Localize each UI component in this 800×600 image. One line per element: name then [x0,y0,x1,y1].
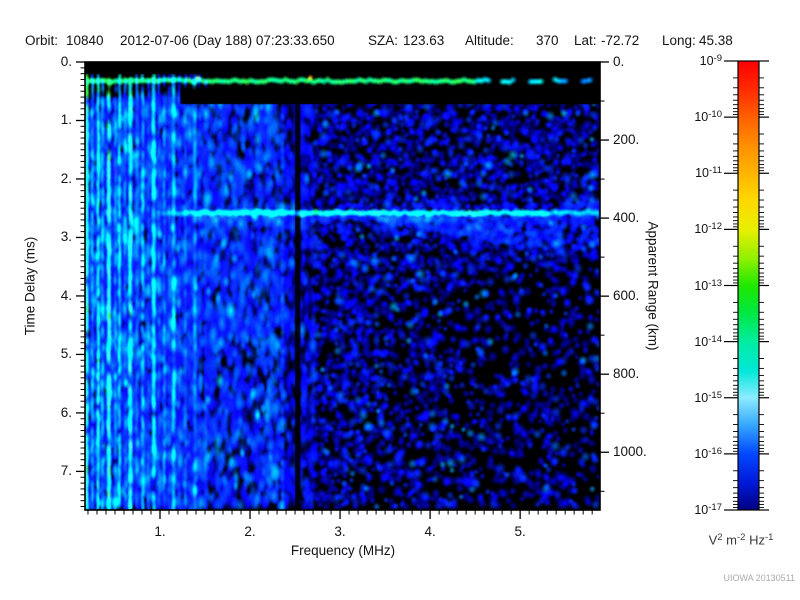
colorbar-tick-label: 10-16 [694,445,722,462]
y-left-tick-label: 3. [60,229,72,245]
y-left-tick-label: 5. [60,346,72,362]
y-right-tick-label: 1000. [613,444,647,460]
orbit-value: 10840 [66,33,104,48]
x-tick-label: 3. [334,524,346,539]
x-axis-title: Frequency (MHz) [290,543,396,558]
datetime-value: 2012-07-06 (Day 188) 07:23:33.650 [120,33,335,48]
colorbar-tick-label: 10-15 [694,389,722,405]
altitude-value: 370 [536,33,559,48]
latitude-label: Lat: [574,33,597,48]
y-right-tick-label: 400. [613,210,640,226]
sza-label: SZA: [368,33,399,48]
colorbar-tick-label: 10-12 [694,221,722,237]
longitude-label: Long: [662,33,696,48]
x-tick-label: 5. [514,524,526,539]
y-right-tick-label: 200. [613,132,640,148]
latitude-value: -72.72 [601,33,640,48]
sza-value: 123.63 [403,33,445,48]
longitude-value: 45.38 [699,33,733,48]
y-right-tick-label: 0. [613,54,625,69]
colorbar-tick-label: 10-17 [694,502,722,518]
y-left-tick-label: 7. [60,463,72,479]
y-right-tick-label: 800. [613,366,640,382]
orbit-label: Orbit: [25,33,59,48]
credit-watermark: UIOWA 20130511 [723,573,795,583]
x-tick-label: 4. [424,524,436,539]
y-right-axis-title: Apparent Range (km) [645,221,661,351]
colorbar-tick-label: 10-14 [694,333,722,349]
x-tick-label: 2. [244,524,256,539]
spectrogram-canvas [85,62,600,510]
colorbar-gradient [738,61,759,510]
y-left-tick-label: 0. [60,54,72,69]
y-left-tick-label: 6. [60,404,72,420]
y-left-tick-label: 2. [60,170,72,186]
x-tick-label: 1. [154,524,166,539]
colorbar-units-label: V2 m-2 Hz-1 [708,532,774,548]
y-left-axis-title: Time Delay (ms) [22,236,38,336]
colorbar-tick-label: 10-9 [699,53,722,69]
colorbar-tick-label: 10-13 [694,277,722,293]
y-left-tick-label: 4. [60,287,72,303]
y-right-tick-label: 600. [613,288,640,304]
altitude-label: Altitude: [465,33,514,48]
y-left-tick-label: 1. [60,112,72,128]
colorbar-tick-label: 10-11 [695,165,722,181]
colorbar-tick-label: 10-10 [694,109,722,125]
